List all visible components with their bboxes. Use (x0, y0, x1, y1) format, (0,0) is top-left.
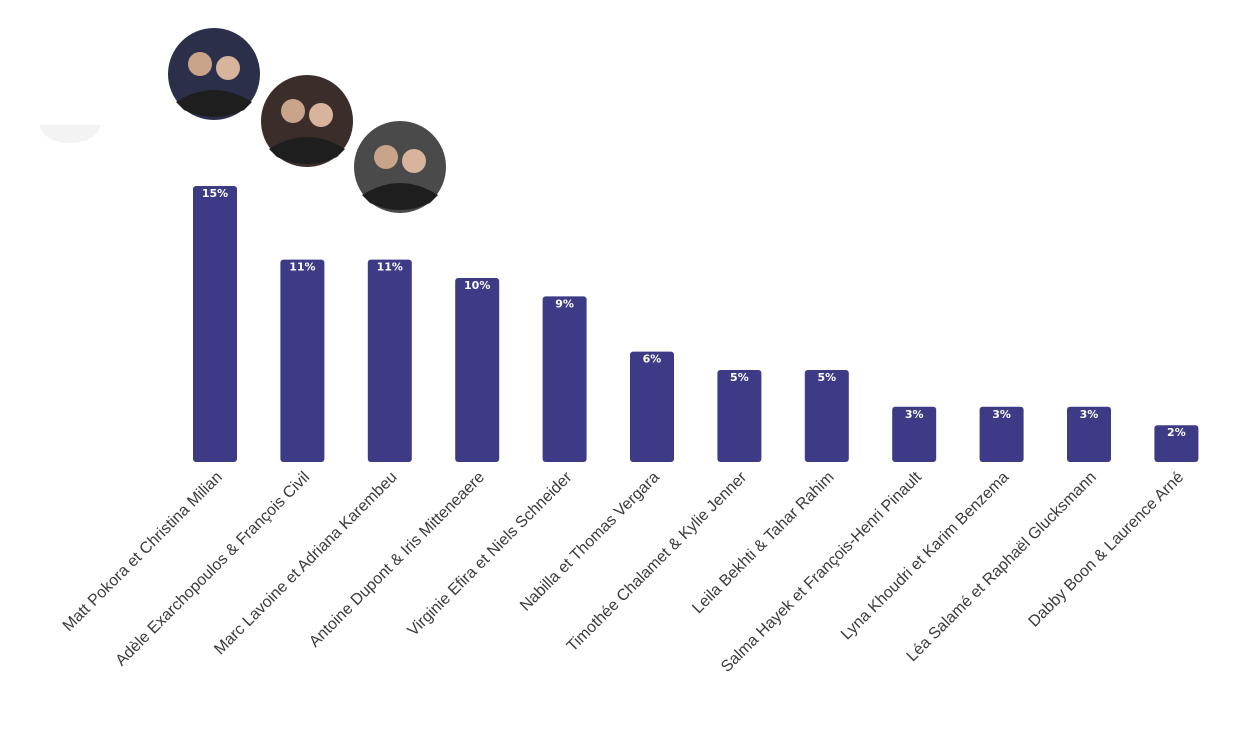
bar-value-label-timothee-chalamet-kylie-jenner: 5% (730, 371, 749, 384)
x-tick-label-marc-lavoine-et-adriana-karembeu: Marc Lavoine et Adriana Karembeu (211, 469, 400, 658)
x-tick-label-lyna-khoudri-et-karim-benzema: Lyna Khoudri et Karim Benzema (838, 469, 1013, 644)
person-bodies (269, 137, 345, 164)
person-face-left (374, 145, 398, 169)
bar-matt-pokora-et-christina-milian (193, 186, 237, 462)
x-tick-label-leila-bekhti-tahar-rahim: Leila Bekhti & Tahar Rahim (689, 469, 837, 617)
x-tick-label-timothee-chalamet-kylie-jenner: Timothée Chalamet & Kylie Jenner (564, 468, 751, 655)
bar-marc-lavoine-et-adriana-karembeu (367, 259, 412, 462)
x-tick-label-virginie-efira-et-niels-schneider: Virginie Efira et Niels Schneider (405, 468, 576, 639)
photo-matt-pokora-christina-milian (168, 28, 260, 120)
bar-value-label-marc-lavoine-et-adriana-karembeu: 11% (377, 261, 403, 274)
bar-salma-hayek-et-francois-henri-pinault (892, 406, 937, 462)
bar-virginie-efira-et-niels-schneider (542, 296, 587, 462)
photo-adele-exarchopoulos-francois-civil (261, 75, 353, 167)
avatar-group (168, 28, 446, 213)
chart-decor (40, 125, 100, 143)
person-face-left (188, 52, 212, 76)
bar-value-labels: 15% 11% 11% 10% 9% 6% 5% 5% 3% 3% 3% 2% (202, 187, 1186, 439)
bar-antoine-dupont-iris-mitteneaere (455, 278, 500, 462)
faint-circle-decoration (40, 125, 100, 143)
bar-timothee-chalamet-kylie-jenner (717, 370, 762, 462)
bar-value-label-dabby-boon-laurence-arne: 2% (1167, 426, 1186, 439)
person-face-left (281, 99, 305, 123)
x-tick-label-adele-exarchopoulos-francois-civil: Adèle Exarchopoulos & François Civil (113, 469, 314, 670)
bar-dabby-boon-laurence-arne (1154, 425, 1199, 462)
bar-value-label-matt-pokora-et-christina-milian: 15% (202, 187, 228, 200)
x-tick-label-matt-pokora-et-christina-milian: Matt Pokora et Christina Milian (60, 469, 226, 635)
bar-value-label-leila-bekhti-tahar-rahim: 5% (817, 371, 836, 384)
bar-value-label-nabilla-et-thomas-vergara: 6% (643, 353, 662, 366)
bar-value-label-lyna-khoudri-et-karim-benzema: 3% (992, 408, 1011, 421)
x-tick-label-lea-salame-et-raphael-glucksmann: Léa Salamé et Raphaël Glucksmann (904, 469, 1100, 665)
x-tick-label-dabby-boon-laurence-arne: Dabby Boon & Laurence Arné (1026, 469, 1188, 631)
bar-nabilla-et-thomas-vergara (630, 351, 674, 462)
bar-lyna-khoudri-et-karim-benzema (979, 406, 1024, 462)
bar-adele-exarchopoulos-francois-civil (280, 259, 325, 462)
x-tick-label-antoine-dupont-iris-mitteneaere: Antoine Dupont & Iris Mitteneaere (306, 469, 488, 651)
x-tick-label-salma-hayek-et-francois-henri-pinault: Salma Hayek et François-Henri Pinault (718, 468, 925, 675)
photo-marc-lavoine-adriana-karembeu (354, 121, 446, 213)
person-face-right (309, 103, 333, 127)
bars-group (193, 186, 1199, 462)
bar-lea-salame-et-raphael-glucksmann (1067, 406, 1111, 462)
bar-value-label-adele-exarchopoulos-francois-civil: 11% (289, 261, 315, 274)
person-bodies (362, 183, 438, 210)
x-tick-label-nabilla-et-thomas-vergara: Nabilla et Thomas Vergara (517, 469, 663, 615)
bar-value-label-lea-salame-et-raphael-glucksmann: 3% (1080, 408, 1099, 421)
bar-value-label-virginie-efira-et-niels-schneider: 9% (555, 297, 574, 310)
bar-leila-bekhti-tahar-rahim (804, 370, 849, 462)
person-bodies (176, 90, 252, 117)
person-face-right (402, 149, 426, 173)
bar-value-label-salma-hayek-et-francois-henri-pinault: 3% (905, 408, 924, 421)
bar-value-label-antoine-dupont-iris-mitteneaere: 10% (464, 279, 490, 292)
person-face-right (216, 56, 240, 80)
